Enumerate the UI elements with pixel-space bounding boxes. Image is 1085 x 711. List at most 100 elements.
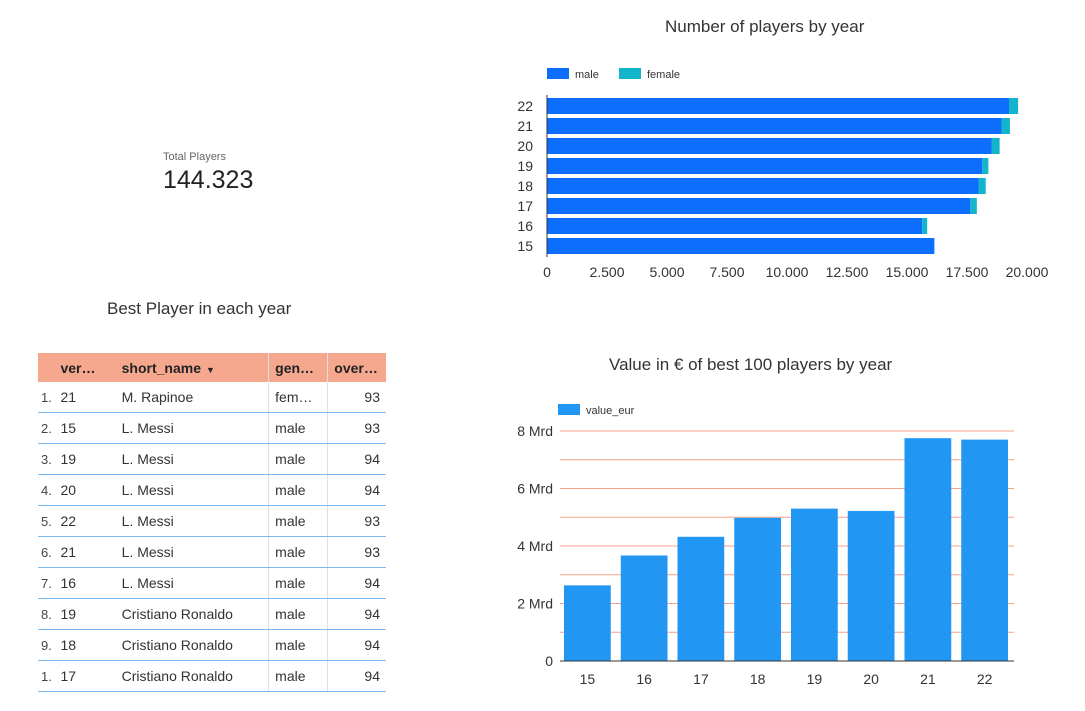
- overall-header[interactable]: over…: [327, 353, 386, 382]
- name-cell: L. Messi: [115, 412, 269, 444]
- bar-female-18[interactable]: [978, 178, 986, 194]
- bar-female-17[interactable]: [970, 198, 977, 214]
- row-index: 7.: [38, 567, 55, 599]
- y-tick-label: 6 Mrd: [517, 481, 553, 497]
- bar-value-17[interactable]: [677, 536, 725, 661]
- name-cell: L. Messi: [115, 443, 269, 475]
- value-chart-title: Value in € of best 100 players by year: [609, 355, 893, 374]
- y-tick-label: 16: [517, 218, 533, 234]
- bar-male-19[interactable]: [547, 158, 983, 174]
- legend-label-female: female: [647, 69, 680, 81]
- sort-down-icon[interactable]: ▼: [206, 364, 215, 375]
- y-tick-label: 18: [517, 178, 533, 194]
- x-tick-label: 19: [807, 671, 823, 687]
- short-name-header-label: short_name: [121, 359, 201, 376]
- y-tick-label: 4 Mrd: [517, 538, 553, 554]
- bar-male-20[interactable]: [547, 138, 992, 154]
- table-row[interactable]: 3. 19 L. Messi male 94: [38, 443, 386, 475]
- year-cell: 19: [54, 443, 116, 475]
- year-cell: 21: [54, 382, 116, 413]
- bar-value-21[interactable]: [904, 438, 952, 661]
- table-row[interactable]: 5. 22 L. Messi male 93: [38, 505, 386, 537]
- table-row[interactable]: 6. 21 L. Messi male 93: [38, 536, 386, 568]
- y-tick-label: 19: [517, 158, 533, 174]
- x-tick-label: 10.000: [766, 264, 809, 280]
- overall-cell: 94: [327, 567, 386, 599]
- bar-female-21[interactable]: [1001, 118, 1010, 134]
- table-row[interactable]: 4. 20 L. Messi male 94: [38, 474, 386, 506]
- x-tick-label: 20.000: [1006, 264, 1049, 280]
- bar-female-19[interactable]: [982, 158, 989, 174]
- x-tick-label: 20: [863, 671, 879, 687]
- bar-male-21[interactable]: [547, 118, 1002, 134]
- name-cell: L. Messi: [115, 474, 269, 506]
- x-tick-label: 7.500: [709, 264, 744, 280]
- y-tick-label: 15: [517, 238, 533, 254]
- x-tick-label: 15.000: [886, 264, 929, 280]
- x-tick-label: 0: [543, 264, 551, 280]
- table-row[interactable]: 1. 17 Cristiano Ronaldo male 94: [38, 660, 386, 692]
- x-tick-label: 15: [580, 671, 596, 687]
- gender-cell: fem…: [268, 382, 328, 413]
- y-tick-label: 21: [517, 118, 533, 134]
- row-index: 1.: [38, 660, 55, 692]
- legend-swatch-value-eur: [558, 404, 580, 415]
- name-cell: M. Rapinoe: [115, 382, 269, 413]
- kpi-value: 144.323: [163, 166, 254, 194]
- table-row[interactable]: 7. 16 L. Messi male 94: [38, 567, 386, 599]
- row-index: 1.: [38, 382, 55, 413]
- overall-cell: 94: [327, 660, 386, 692]
- x-tick-label: 18: [750, 671, 766, 687]
- gender-cell: male: [268, 474, 328, 506]
- table-row[interactable]: 9. 18 Cristiano Ronaldo male 94: [38, 629, 386, 661]
- row-index: 2.: [38, 412, 55, 444]
- name-cell: Cristiano Ronaldo: [115, 660, 269, 692]
- gender-cell: male: [268, 536, 328, 568]
- row-index: 4.: [38, 474, 55, 506]
- bar-female-22[interactable]: [1009, 98, 1019, 114]
- bar-value-22[interactable]: [961, 439, 1008, 661]
- year-header[interactable]: ver…: [54, 353, 116, 382]
- table-row[interactable]: 1. 21 M. Rapinoe fem… 93: [38, 382, 386, 413]
- name-cell: L. Messi: [115, 536, 269, 568]
- table-row[interactable]: 2. 15 L. Messi male 93: [38, 412, 386, 444]
- overall-cell: 94: [327, 598, 386, 630]
- bar-value-20[interactable]: [847, 510, 895, 661]
- bar-value-19[interactable]: [791, 508, 838, 661]
- name-cell: Cristiano Ronaldo: [115, 629, 269, 661]
- gender-cell: male: [268, 443, 328, 475]
- gender-cell: male: [268, 629, 328, 661]
- table-row[interactable]: 8. 19 Cristiano Ronaldo male 94: [38, 598, 386, 630]
- row-index: 6.: [38, 536, 55, 568]
- name-cell: Cristiano Ronaldo: [115, 598, 269, 630]
- y-tick-label: 20: [517, 138, 533, 154]
- x-tick-label: 17.500: [946, 264, 989, 280]
- bar-value-16[interactable]: [620, 555, 668, 661]
- bar-male-16[interactable]: [547, 218, 923, 234]
- bar-male-17[interactable]: [547, 198, 971, 214]
- index-header: [38, 353, 55, 382]
- best-player-table: ver… short_name ▼ gen… over… 1. 21 M. Rapin…: [38, 353, 386, 692]
- name-cell: L. Messi: [115, 505, 269, 537]
- value-by-year-chart: value_eur 0 2 Mrd 4 Mrd 6 Mrd 8 Mrd 15 16 17 18 19…: [517, 404, 1014, 687]
- overall-cell: 94: [327, 474, 386, 506]
- y-tick-label: 2 Mrd: [517, 596, 553, 612]
- year-cell: 17: [54, 660, 116, 692]
- gender-header[interactable]: gen…: [268, 353, 328, 382]
- overall-cell: 94: [327, 629, 386, 661]
- gender-cell: male: [268, 567, 328, 599]
- gender-cell: male: [268, 505, 328, 537]
- short-name-header[interactable]: short_name ▼: [115, 353, 269, 382]
- bar-male-18[interactable]: [547, 178, 979, 194]
- y-tick-label: 17: [517, 198, 533, 214]
- bar-female-20[interactable]: [991, 138, 1000, 154]
- bar-male-15[interactable]: [547, 238, 935, 254]
- row-index: 5.: [38, 505, 55, 537]
- year-cell: 20: [54, 474, 116, 506]
- bar-female-16[interactable]: [922, 218, 928, 234]
- year-cell: 22: [54, 505, 116, 537]
- bar-male-22[interactable]: [547, 98, 1009, 114]
- overall-cell: 93: [327, 505, 386, 537]
- bar-value-18[interactable]: [734, 517, 781, 661]
- bar-value-15[interactable]: [564, 585, 611, 661]
